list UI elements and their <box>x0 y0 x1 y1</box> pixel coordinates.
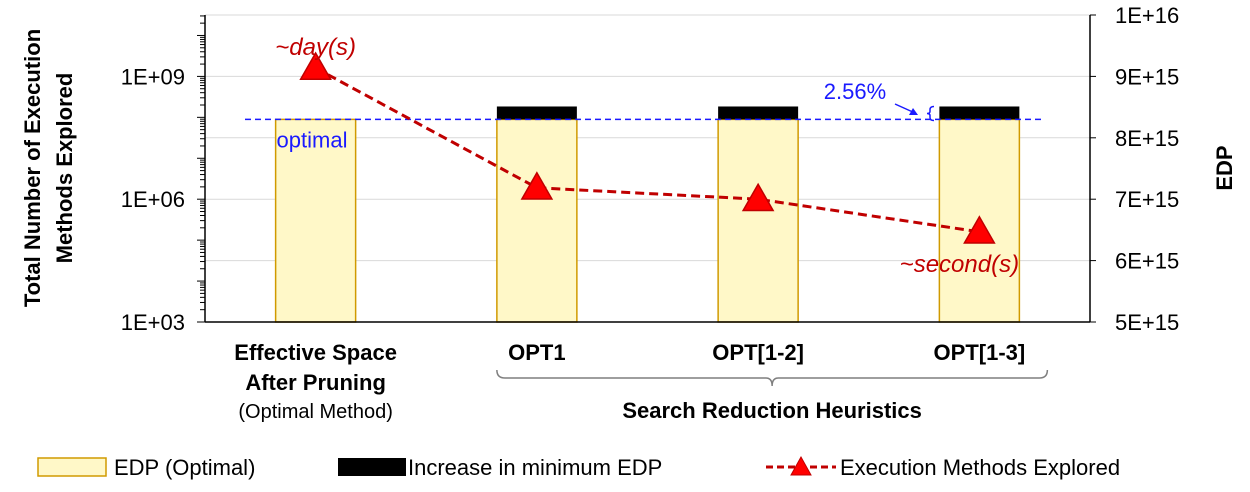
bars <box>274 106 1021 323</box>
optimal-label: optimal <box>277 127 348 152</box>
group-label: Search Reduction Heuristics <box>622 398 922 423</box>
right-tick-label: 1E+16 <box>1115 3 1179 28</box>
left-axis-title: Total Number of Execution Methods Explore… <box>20 29 77 307</box>
legend-label-line: Execution Methods Explored <box>840 455 1120 480</box>
edp-increase-bar <box>718 106 799 120</box>
edp-bar <box>496 118 578 323</box>
right-tick-label: 5E+15 <box>1115 310 1179 335</box>
percent-brace <box>926 105 935 122</box>
legend-triangle-marker <box>790 455 812 476</box>
triangle-marker <box>520 171 554 200</box>
left-tick-label: 1E+06 <box>121 187 185 212</box>
triangle-marker <box>299 51 332 81</box>
group-brace <box>496 369 1049 387</box>
legend: EDP (Optimal) Increase in minimum EDP Exec… <box>37 455 1120 480</box>
edp-increase-bar <box>939 106 1020 120</box>
right-axis-title: EDP <box>1212 145 1237 190</box>
category-label: OPT[1-2] <box>712 340 804 365</box>
percent-annotation: 2.56% <box>824 79 886 104</box>
second-annotation: ~second(s) <box>900 251 1019 278</box>
day-annotation: ~day(s) <box>275 34 356 61</box>
right-tick-label: 9E+15 <box>1115 64 1179 89</box>
labels: Total Number of Execution Methods Explore… <box>20 29 1237 423</box>
execution-methods-line <box>299 51 996 244</box>
optimal-line: optimal <box>245 118 1045 152</box>
category-sublabel: (Optimal Method) <box>238 401 393 423</box>
percent-arrowhead <box>909 108 918 115</box>
category-label: OPT[1-3] <box>934 340 1026 365</box>
legend-swatch-edp <box>37 457 107 477</box>
left-tick-label: 1E+03 <box>121 310 185 335</box>
category-label: OPT1 <box>508 340 565 365</box>
left-tick-label: 1E+09 <box>121 64 185 89</box>
triangle-marker <box>963 215 996 244</box>
right-tick-label: 8E+15 <box>1115 126 1179 151</box>
right-tick-label: 6E+15 <box>1115 249 1179 274</box>
legend-swatch-increase <box>338 458 406 476</box>
axes: 1E+03 1E+06 1E+09 5E+15 6E+15 7E+15 8E+15 9E+15… <box>121 3 1179 335</box>
edp-increase-bar <box>496 106 577 120</box>
legend-label-edp: EDP (Optimal) <box>114 455 255 480</box>
right-tick-label: 7E+15 <box>1115 187 1179 212</box>
legend-label-increase: Increase in minimum EDP <box>408 455 662 480</box>
edp-bar <box>717 118 799 323</box>
triangle-marker <box>741 182 775 212</box>
category-label: Effective Space After Pruning <box>234 340 397 395</box>
